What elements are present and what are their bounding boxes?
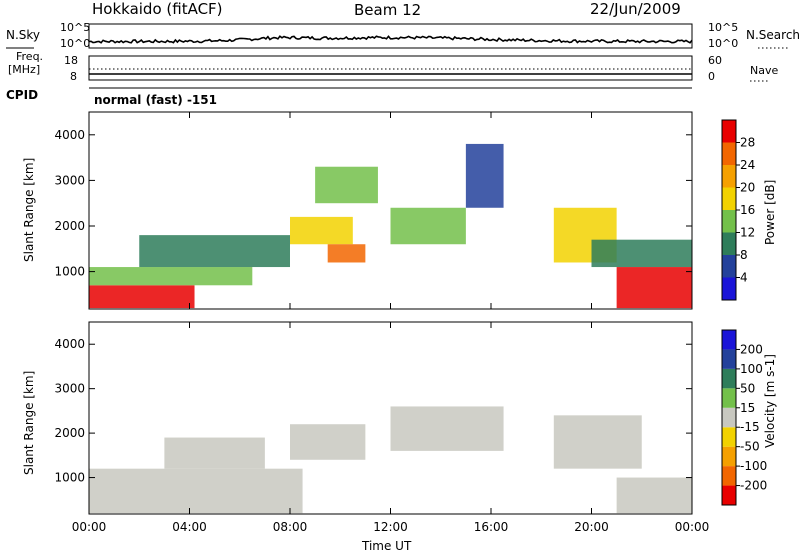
power-region-2 bbox=[139, 235, 290, 268]
velocity-colorbar-tick-label: -100 bbox=[740, 459, 767, 473]
velocity-colorbar-tick-label: -15 bbox=[740, 420, 760, 434]
power-colorbar-tick-label: 8 bbox=[740, 248, 748, 262]
x-tick-label: 12:00 bbox=[373, 520, 408, 534]
power-region-6 bbox=[390, 207, 466, 245]
power-region-1 bbox=[89, 267, 253, 286]
velocity-colorbar-cell bbox=[722, 446, 736, 467]
power-region-7 bbox=[465, 143, 504, 208]
nsky-label: N.Sky bbox=[6, 28, 41, 42]
velocity-colorbar-cell bbox=[722, 427, 736, 447]
power-colorbar-cell bbox=[722, 120, 736, 143]
power-ytick-label: 3000 bbox=[54, 173, 85, 187]
power-ytick-label: 4000 bbox=[54, 128, 85, 142]
noise-right-bottom-tick: 10^0 bbox=[708, 37, 739, 50]
velocity-ytick-label: 3000 bbox=[54, 382, 85, 396]
power-colorbar-cell bbox=[722, 232, 736, 255]
power-colorbar-cell bbox=[722, 187, 736, 210]
velocity-region-0 bbox=[89, 468, 303, 514]
x-tick-label: 00:00 bbox=[675, 520, 710, 534]
velocity-colorbar-tick-label: -200 bbox=[740, 479, 767, 493]
x-tick-label: 00:00 bbox=[72, 520, 107, 534]
velocity-colorbar-frame bbox=[721, 329, 737, 506]
power-colorbar-cell bbox=[722, 277, 736, 300]
velocity-ytick-label: 2000 bbox=[54, 426, 85, 440]
x-tick-label: 08:00 bbox=[273, 520, 308, 534]
freq-panel-frame bbox=[88, 55, 693, 81]
velocity-region-4 bbox=[553, 415, 642, 469]
power-colorbar-tick-label: 24 bbox=[740, 158, 755, 172]
nave-label: Nave bbox=[750, 64, 779, 77]
noise-right-top-tick: 10^5 bbox=[708, 21, 739, 34]
velocity-colorbar-tick-label: 50 bbox=[740, 381, 755, 395]
power-region-10 bbox=[591, 239, 692, 268]
power-colorbar-tick-label: 4 bbox=[740, 271, 748, 285]
velocity-colorbar-cell bbox=[722, 368, 736, 389]
velocity-colorbar-tick-label: 15 bbox=[740, 401, 755, 415]
freq-bottom-tick: 8 bbox=[70, 70, 77, 83]
x-tick-label: 16:00 bbox=[474, 520, 509, 534]
velocity-colorbar-cell bbox=[722, 330, 736, 350]
velocity-ytick-label: 4000 bbox=[54, 337, 85, 351]
x-axis-label: Time UT bbox=[362, 539, 412, 553]
power-colorbar-cell bbox=[722, 255, 736, 278]
power-region-5 bbox=[315, 166, 378, 204]
velocity-colorbar-cell bbox=[722, 388, 736, 408]
power-colorbar-cell bbox=[722, 210, 736, 233]
freq-unit-label: [MHz] bbox=[8, 63, 41, 76]
velocity-colorbar-tick-label: 200 bbox=[740, 342, 763, 356]
velocity-colorbar-cell bbox=[722, 485, 736, 505]
power-colorbar-tick-label: 28 bbox=[740, 136, 755, 150]
power-colorbar-tick-label: 20 bbox=[740, 181, 755, 195]
velocity-colorbar-cell bbox=[722, 466, 736, 486]
velocity-region-2 bbox=[290, 424, 366, 460]
date-title: 22/Jun/2009 bbox=[590, 0, 681, 18]
velocity-ytick-label: 1000 bbox=[54, 471, 85, 485]
noise-panel-frame bbox=[88, 23, 693, 49]
power-colorbar-tick-label: 12 bbox=[740, 226, 755, 240]
freq-top-tick: 18 bbox=[64, 54, 78, 67]
power-colorbar-tick-label: 16 bbox=[740, 203, 755, 217]
noise-left-bottom-tick: 10^0 bbox=[60, 37, 91, 50]
velocity-region-5 bbox=[616, 477, 692, 514]
nave-bottom-tick: 0 bbox=[708, 70, 715, 83]
velocity-colorbar-tick-label: 100 bbox=[740, 362, 763, 376]
velocity-colorbar-tick-label: -50 bbox=[740, 440, 760, 454]
power-ytick-label: 1000 bbox=[54, 265, 85, 279]
cpid-label: CPID bbox=[6, 88, 39, 102]
power-region-0 bbox=[89, 285, 195, 309]
beam-title: Beam 12 bbox=[354, 1, 422, 19]
freq-label: Freq. bbox=[16, 50, 44, 63]
power-region-9 bbox=[616, 267, 692, 309]
x-tick-label: 20:00 bbox=[574, 520, 609, 534]
velocity-region-1 bbox=[164, 437, 265, 469]
cpid-value: normal (fast) -151 bbox=[94, 93, 217, 107]
x-tick-label: 04:00 bbox=[172, 520, 207, 534]
power-colorbar-cell bbox=[722, 142, 736, 165]
velocity-region-3 bbox=[390, 406, 504, 451]
power-colorbar-cell bbox=[722, 165, 736, 188]
nsearch-label: N.Search bbox=[746, 28, 800, 42]
power-region-4 bbox=[327, 244, 366, 263]
noise-left-top-tick: 10^5 bbox=[60, 21, 91, 34]
nsky-line bbox=[88, 35, 693, 44]
velocity-colorbar-cell bbox=[722, 407, 736, 428]
nave-top-tick: 60 bbox=[708, 54, 722, 67]
velocity-colorbar-cell bbox=[722, 349, 736, 369]
power-region-3 bbox=[290, 216, 353, 245]
power-ytick-label: 2000 bbox=[54, 219, 85, 233]
station-title: Hokkaido (fitACF) bbox=[92, 0, 223, 18]
